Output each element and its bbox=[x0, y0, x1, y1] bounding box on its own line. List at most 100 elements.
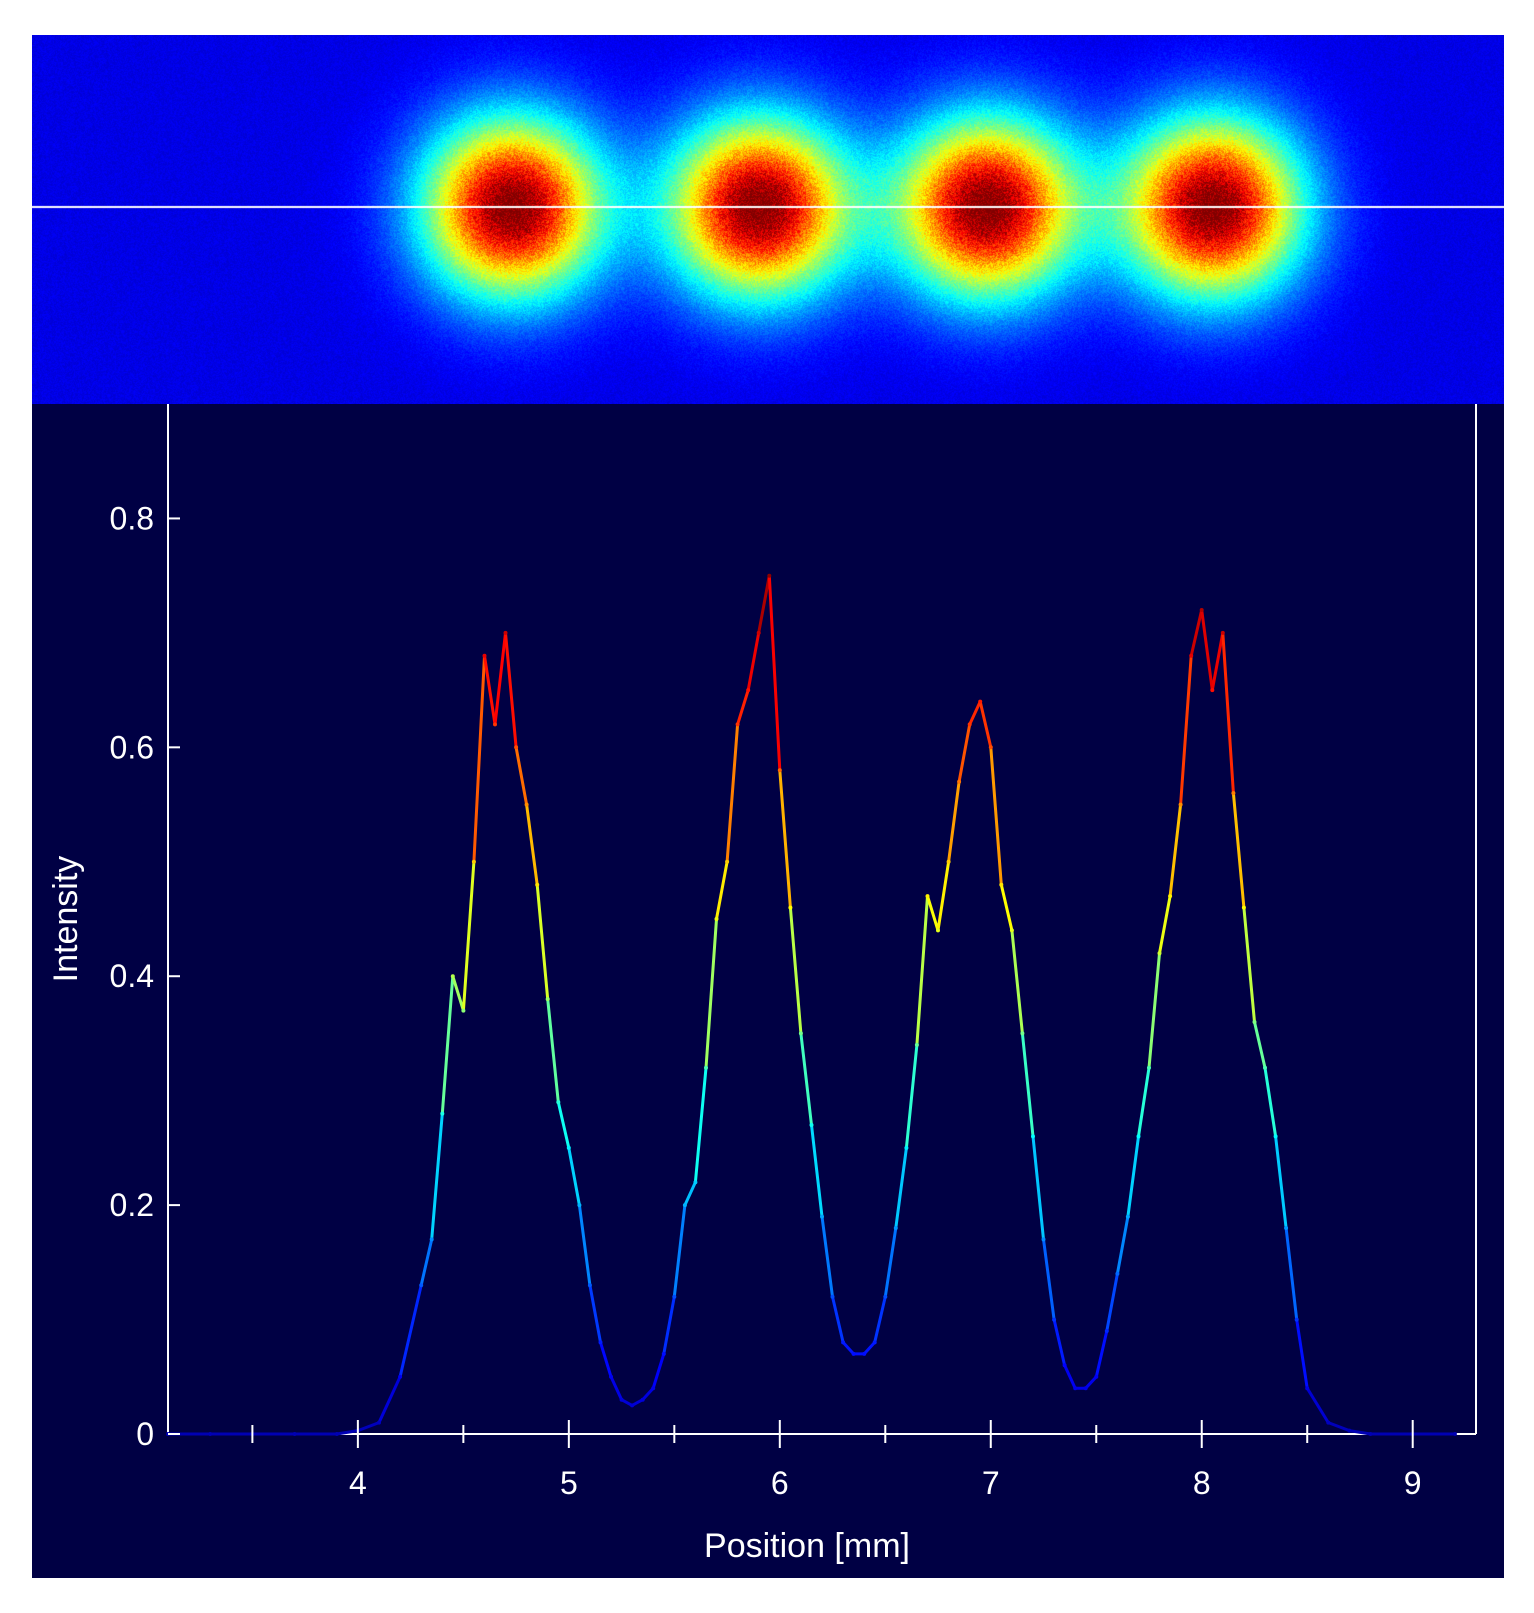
data-point bbox=[377, 1420, 381, 1425]
line-segment bbox=[1115, 1215, 1130, 1276]
data-point bbox=[936, 928, 940, 933]
line-segment bbox=[377, 1375, 402, 1425]
line-segment bbox=[1263, 1066, 1278, 1138]
line-segment bbox=[883, 1226, 898, 1299]
line-segment bbox=[641, 1386, 655, 1402]
data-point bbox=[1189, 653, 1194, 658]
data-point bbox=[777, 768, 782, 773]
data-point bbox=[1210, 688, 1215, 693]
line-segment bbox=[841, 1340, 856, 1356]
data-point bbox=[208, 1432, 213, 1436]
data-point bbox=[609, 1374, 613, 1379]
data-point bbox=[1009, 928, 1014, 933]
line-segment bbox=[989, 745, 1003, 887]
line-segment bbox=[1137, 1066, 1151, 1138]
y-tick-label: 0.2 bbox=[110, 1187, 154, 1223]
line-segment bbox=[398, 1283, 423, 1379]
data-point bbox=[1062, 1363, 1067, 1368]
data-point bbox=[1326, 1420, 1331, 1425]
data-point bbox=[471, 859, 476, 864]
data-point bbox=[788, 905, 793, 910]
line-segment bbox=[630, 1398, 645, 1407]
data-point bbox=[545, 997, 550, 1002]
data-point bbox=[1115, 1271, 1120, 1276]
line-segment bbox=[1347, 1429, 1372, 1436]
data-point bbox=[988, 745, 993, 750]
data-point bbox=[1052, 1317, 1057, 1322]
data-point bbox=[1031, 1134, 1035, 1139]
line-segment bbox=[335, 1429, 360, 1436]
data-point bbox=[756, 630, 761, 635]
line-segment bbox=[862, 1340, 877, 1356]
line-segment bbox=[535, 883, 550, 1001]
data-point bbox=[429, 1237, 434, 1242]
data-point bbox=[587, 1283, 592, 1288]
data-point bbox=[957, 779, 962, 784]
line-segment bbox=[788, 906, 803, 1035]
line-segment bbox=[1094, 1329, 1109, 1379]
data-point bbox=[566, 1145, 571, 1150]
line-segment bbox=[546, 997, 560, 1104]
line-segment bbox=[419, 1237, 434, 1287]
line-segment bbox=[1010, 928, 1024, 1035]
line-segment bbox=[472, 654, 486, 864]
x-tick-label: 9 bbox=[1404, 1465, 1422, 1501]
line-segment bbox=[567, 1146, 581, 1207]
line-segment bbox=[588, 1283, 602, 1344]
data-point bbox=[556, 1100, 561, 1105]
data-point bbox=[1263, 1065, 1267, 1070]
line-segment bbox=[1253, 1020, 1267, 1070]
data-point bbox=[661, 1351, 666, 1356]
data-point bbox=[1452, 1432, 1457, 1436]
x-tick-label: 8 bbox=[1193, 1465, 1211, 1501]
line-segment bbox=[662, 1295, 676, 1356]
line-segment bbox=[1084, 1375, 1098, 1390]
line-segment bbox=[999, 883, 1014, 932]
data-point bbox=[630, 1403, 635, 1408]
line-segment bbox=[1031, 1134, 1045, 1241]
line-segment bbox=[873, 1295, 887, 1344]
x-tick-label: 5 bbox=[560, 1465, 578, 1501]
data-point bbox=[450, 974, 455, 979]
line-segment bbox=[957, 722, 972, 784]
line-segment bbox=[831, 1295, 845, 1344]
line-segment bbox=[799, 1031, 813, 1127]
data-point bbox=[820, 1214, 824, 1219]
data-point bbox=[1136, 1134, 1141, 1139]
line-segment bbox=[1126, 1134, 1140, 1219]
line-segment bbox=[514, 745, 529, 807]
line-segment bbox=[693, 1066, 708, 1184]
data-point bbox=[999, 882, 1004, 887]
line-segment bbox=[1052, 1318, 1067, 1367]
data-point bbox=[619, 1397, 624, 1402]
line-segment bbox=[1147, 951, 1161, 1070]
data-point bbox=[830, 1294, 835, 1299]
line-segment bbox=[757, 574, 771, 635]
line-segment bbox=[926, 894, 940, 932]
line-segment bbox=[936, 860, 951, 932]
line-segment bbox=[461, 860, 476, 1013]
data-point bbox=[1284, 1226, 1289, 1230]
data-point bbox=[735, 722, 740, 727]
data-point bbox=[746, 688, 751, 693]
y-tick-label: 0 bbox=[136, 1416, 154, 1452]
line-segment bbox=[820, 1215, 834, 1299]
data-point bbox=[841, 1340, 846, 1345]
data-point bbox=[693, 1180, 698, 1185]
data-point bbox=[1104, 1329, 1109, 1333]
data-point bbox=[872, 1340, 877, 1345]
x-tick-label: 4 bbox=[349, 1465, 367, 1501]
y-tick-label: 0.8 bbox=[110, 500, 154, 536]
line-segment bbox=[736, 688, 750, 726]
data-point bbox=[925, 894, 930, 899]
line-segment bbox=[715, 860, 729, 921]
data-point bbox=[946, 859, 951, 864]
line-segment bbox=[493, 631, 507, 726]
data-point bbox=[1083, 1386, 1088, 1391]
y-tick-label: 0.6 bbox=[110, 729, 154, 765]
line-segment bbox=[1242, 906, 1256, 1024]
data-point bbox=[1220, 630, 1225, 635]
data-point bbox=[1199, 608, 1204, 612]
line-segment bbox=[683, 1180, 697, 1207]
x-tick-label: 7 bbox=[982, 1465, 1000, 1501]
